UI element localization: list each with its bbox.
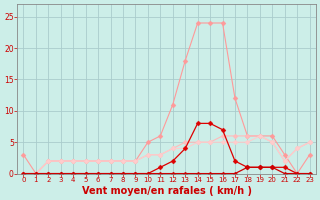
X-axis label: Vent moyen/en rafales ( km/h ): Vent moyen/en rafales ( km/h ): [82, 186, 252, 196]
